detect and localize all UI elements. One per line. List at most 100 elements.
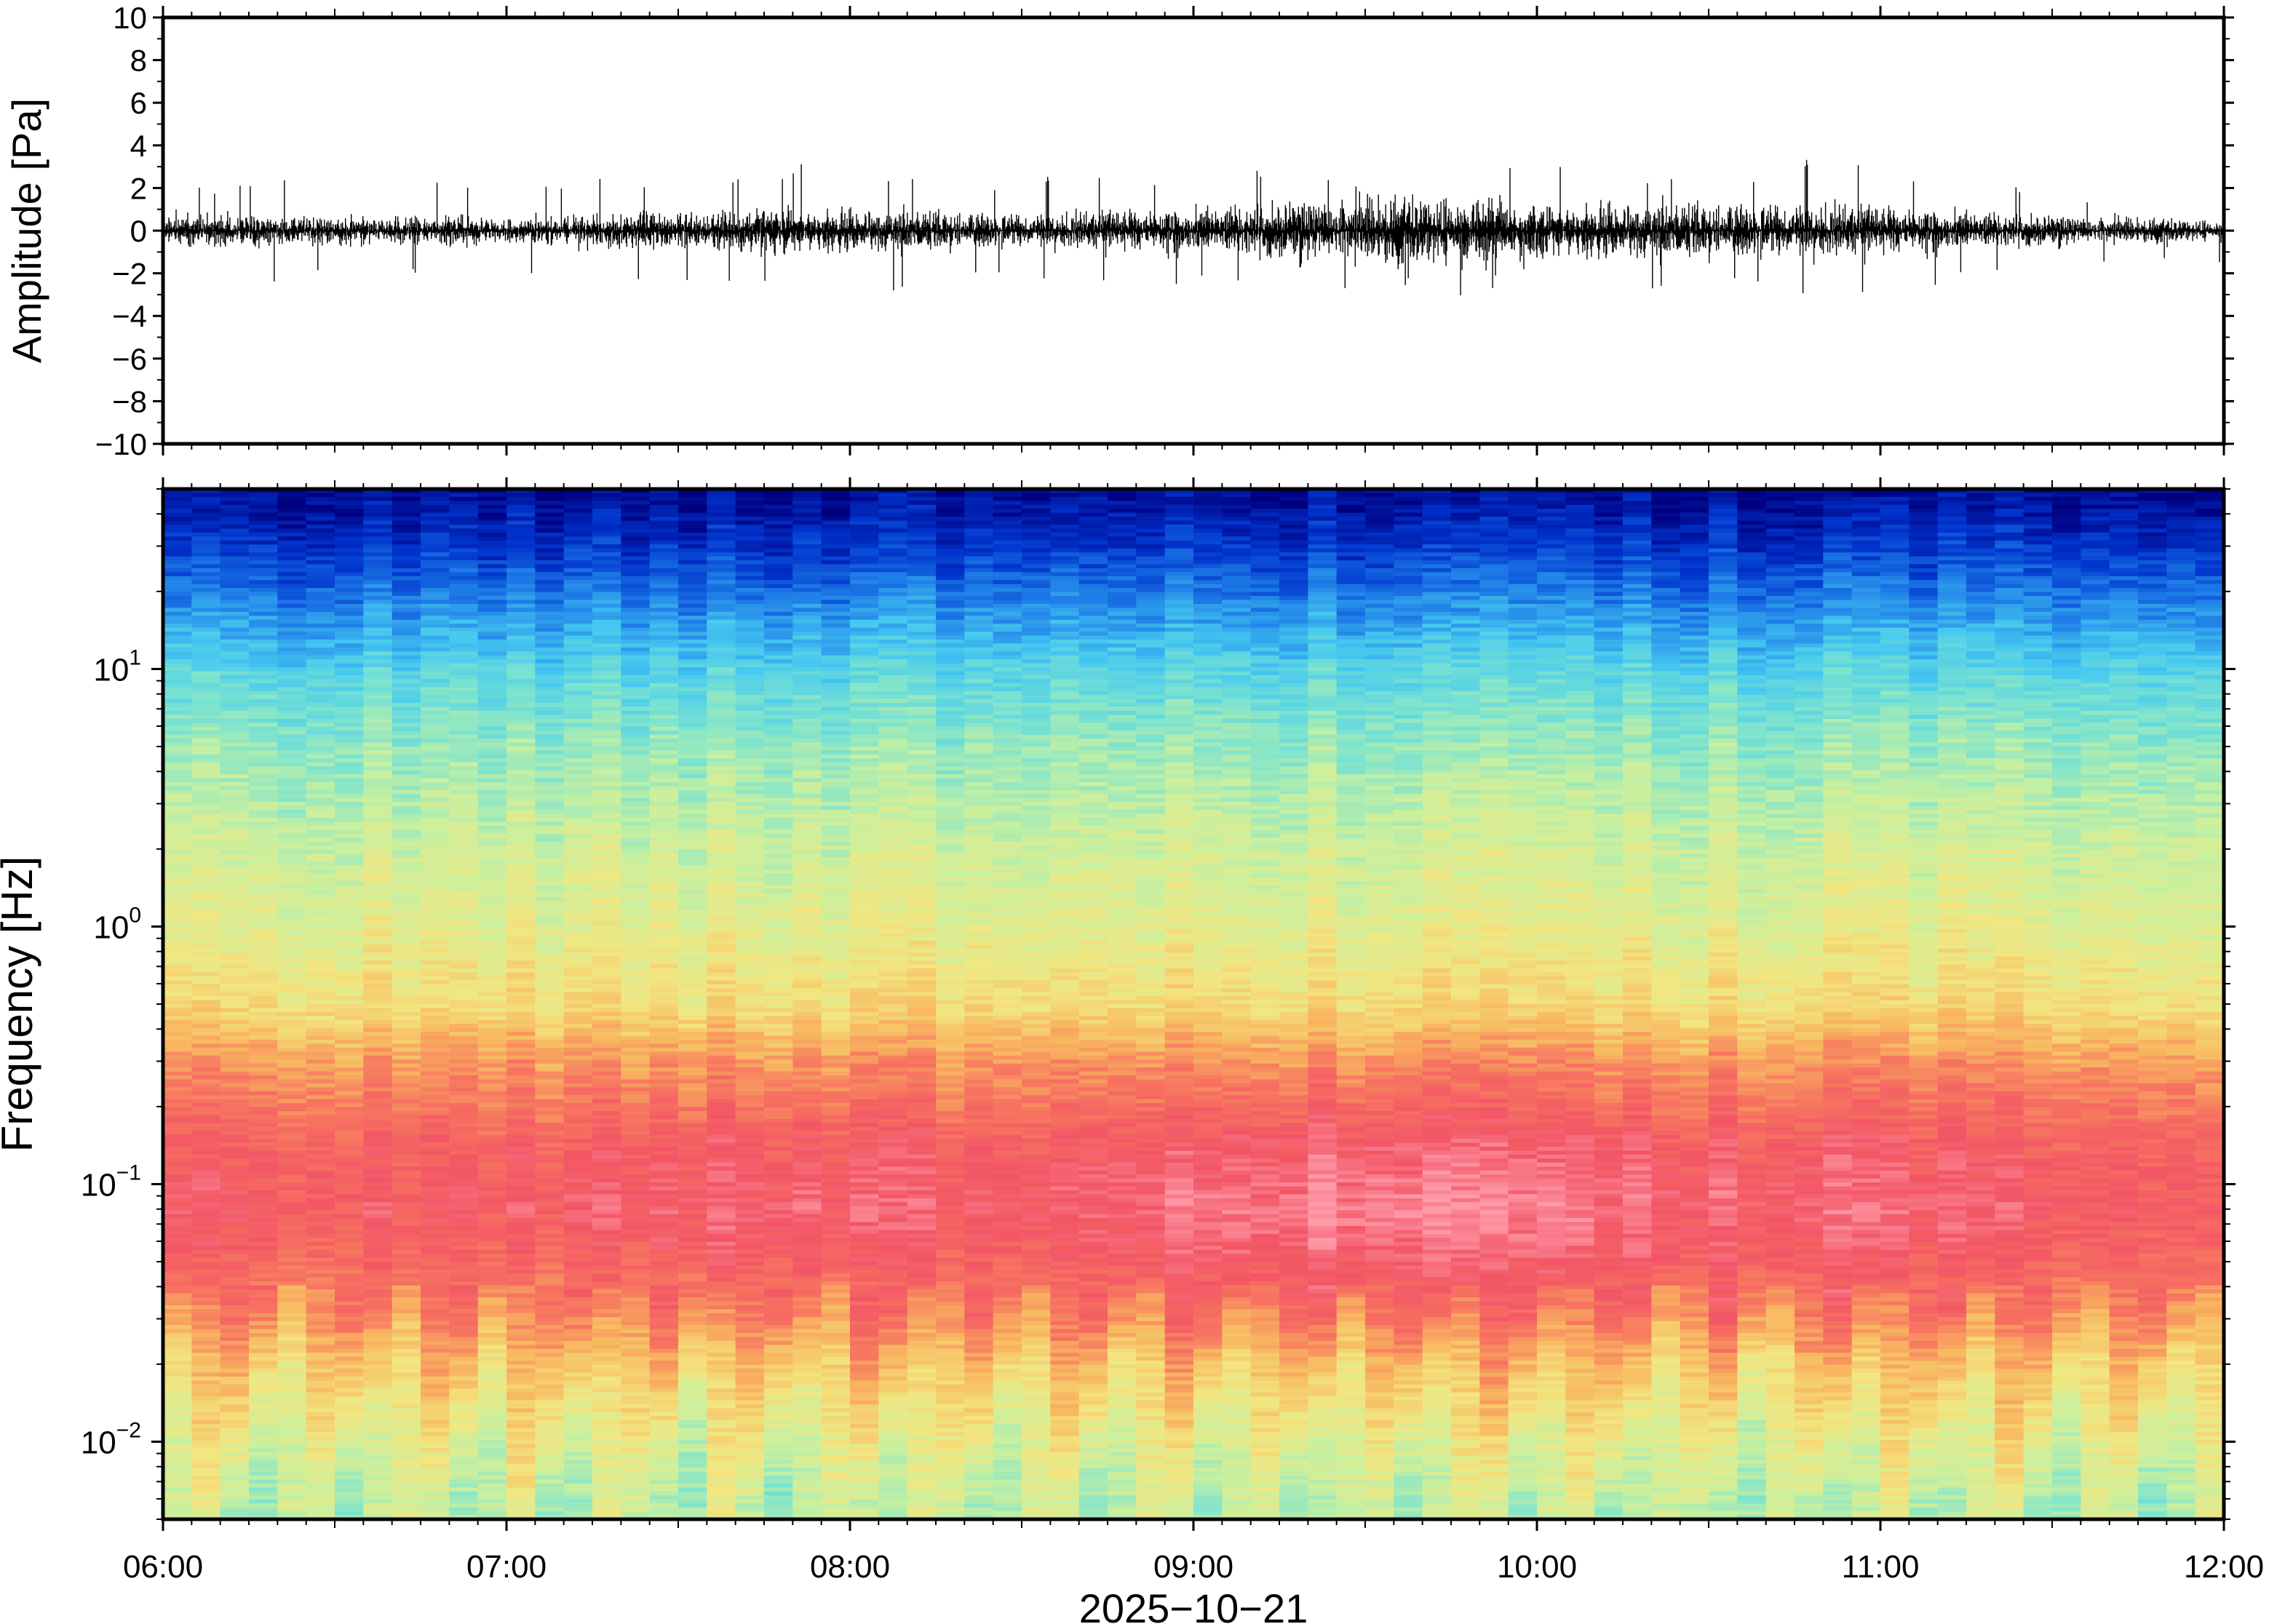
spectrogram-cell bbox=[506, 857, 536, 861]
spectrogram-cell bbox=[335, 1107, 364, 1112]
spectrogram-cell bbox=[650, 1000, 679, 1005]
spectrogram-cell bbox=[535, 640, 564, 644]
spectrogram-cell bbox=[592, 695, 621, 699]
spectrogram-cell bbox=[220, 1388, 250, 1393]
spectrogram-cell bbox=[449, 536, 478, 541]
spectrogram-cell bbox=[335, 1420, 364, 1425]
spectrogram-cell bbox=[163, 743, 192, 747]
spectrogram-cell bbox=[363, 584, 392, 589]
spectrogram-cell bbox=[306, 755, 335, 759]
spectrogram-cell bbox=[277, 1377, 306, 1381]
spectrogram-cell bbox=[363, 1341, 392, 1345]
spectrogram-cell bbox=[363, 952, 392, 957]
spectrogram-cell bbox=[535, 739, 564, 743]
spectrogram-cell bbox=[678, 1151, 707, 1155]
spectrogram-cell bbox=[277, 1305, 306, 1310]
spectrogram-cell bbox=[478, 1226, 507, 1230]
spectrogram-cell bbox=[478, 897, 507, 901]
spectrogram-cell bbox=[421, 576, 450, 581]
spectrogram-cell bbox=[449, 1396, 478, 1401]
spectrogram-cell bbox=[392, 1151, 421, 1155]
spectrogram-cell bbox=[564, 1294, 593, 1298]
spectrogram-cell bbox=[621, 1238, 650, 1242]
spectrogram-cell bbox=[335, 552, 364, 557]
spectrogram-cell bbox=[249, 672, 278, 676]
spectrogram-cell bbox=[335, 1456, 364, 1460]
spectrogram-cell bbox=[363, 1246, 392, 1250]
spectrogram-cell bbox=[678, 771, 707, 775]
spectrogram-cell bbox=[306, 695, 335, 699]
spectrogram-cell bbox=[506, 1171, 536, 1175]
spectrogram-cell bbox=[363, 1305, 392, 1310]
spectrogram-cell bbox=[191, 1495, 220, 1500]
spectrogram-cell bbox=[564, 826, 593, 830]
spectrogram-cell bbox=[564, 509, 593, 513]
spectrogram-cell bbox=[506, 893, 536, 898]
spectrogram-cell bbox=[163, 1036, 192, 1040]
spectrogram-cell bbox=[392, 798, 421, 803]
spectrogram-cell bbox=[535, 917, 564, 921]
spectrogram-cell bbox=[335, 1487, 364, 1492]
spectrogram-cell bbox=[650, 505, 679, 509]
spectrogram-cell bbox=[421, 1072, 450, 1076]
spectrogram-cell bbox=[306, 580, 335, 584]
spectrogram-cell bbox=[363, 779, 392, 783]
waveform-ytick-label: 4 bbox=[130, 129, 147, 163]
spectrogram-cell bbox=[535, 1309, 564, 1313]
spectrogram-cell bbox=[564, 763, 593, 767]
spectrogram-cell bbox=[277, 921, 306, 926]
spectrogram-cell bbox=[163, 1064, 192, 1068]
spectrogram-cell bbox=[249, 976, 278, 981]
spectrogram-cell bbox=[421, 893, 450, 898]
spectrogram-cell bbox=[478, 1416, 507, 1420]
spectrogram-cell bbox=[678, 988, 707, 992]
spectrogram-cell bbox=[678, 1028, 707, 1032]
spectrogram-cell bbox=[535, 1448, 564, 1452]
spectrogram-cell bbox=[249, 1456, 278, 1460]
spectrogram-cell bbox=[650, 723, 679, 727]
spectrogram-cell bbox=[163, 1056, 192, 1060]
spectrogram-cell bbox=[678, 1313, 707, 1318]
spectrogram-cell bbox=[249, 1341, 278, 1345]
spectrogram-cell bbox=[421, 1000, 450, 1005]
spectrogram-cell bbox=[564, 901, 593, 905]
spectrogram-cell bbox=[277, 580, 306, 584]
spectrogram-cell bbox=[506, 1480, 536, 1484]
spectrogram-cell bbox=[449, 1484, 478, 1488]
spectrogram-cell bbox=[306, 779, 335, 783]
spectrogram-cell bbox=[277, 541, 306, 545]
spectrogram-cell bbox=[306, 576, 335, 581]
spectrogram-cell bbox=[678, 933, 707, 937]
spectrogram-cell bbox=[191, 1000, 220, 1005]
spectrogram-cell bbox=[220, 1218, 250, 1222]
spectrogram-cell bbox=[277, 976, 306, 981]
spectrogram-cell bbox=[564, 1056, 593, 1060]
spectrogram-cell bbox=[478, 552, 507, 557]
spectrogram-cell bbox=[163, 651, 192, 656]
spectrogram-cell bbox=[506, 604, 536, 608]
spectrogram-cell bbox=[564, 806, 593, 811]
spectrogram-cell bbox=[392, 1365, 421, 1369]
spectrogram-cell bbox=[191, 1151, 220, 1155]
spectrogram-cell bbox=[363, 1313, 392, 1318]
spectrogram-cell bbox=[421, 1448, 450, 1452]
spectrogram-cell bbox=[306, 1325, 335, 1329]
spectrogram-cell bbox=[592, 1238, 621, 1242]
spectrogram-cell bbox=[306, 691, 335, 696]
spectrogram-cell bbox=[306, 493, 335, 497]
spectrogram-cell bbox=[449, 600, 478, 604]
spectrogram-cell bbox=[249, 1051, 278, 1056]
waveform-ytick-label: −10 bbox=[95, 427, 147, 461]
spectrogram-cell bbox=[678, 739, 707, 743]
spectrogram-cell bbox=[478, 1305, 507, 1310]
spectrogram-cell bbox=[506, 675, 536, 680]
spectrogram-cell bbox=[449, 1072, 478, 1076]
spectrogram-cell bbox=[564, 905, 593, 909]
spectrogram-cell bbox=[392, 1139, 421, 1143]
spectrogram-cell bbox=[249, 1147, 278, 1151]
spectrogram-cell bbox=[678, 1056, 707, 1060]
spectrogram-cell bbox=[478, 798, 507, 803]
spectrogram-cell bbox=[478, 747, 507, 751]
spectrogram-cell bbox=[535, 1508, 564, 1512]
